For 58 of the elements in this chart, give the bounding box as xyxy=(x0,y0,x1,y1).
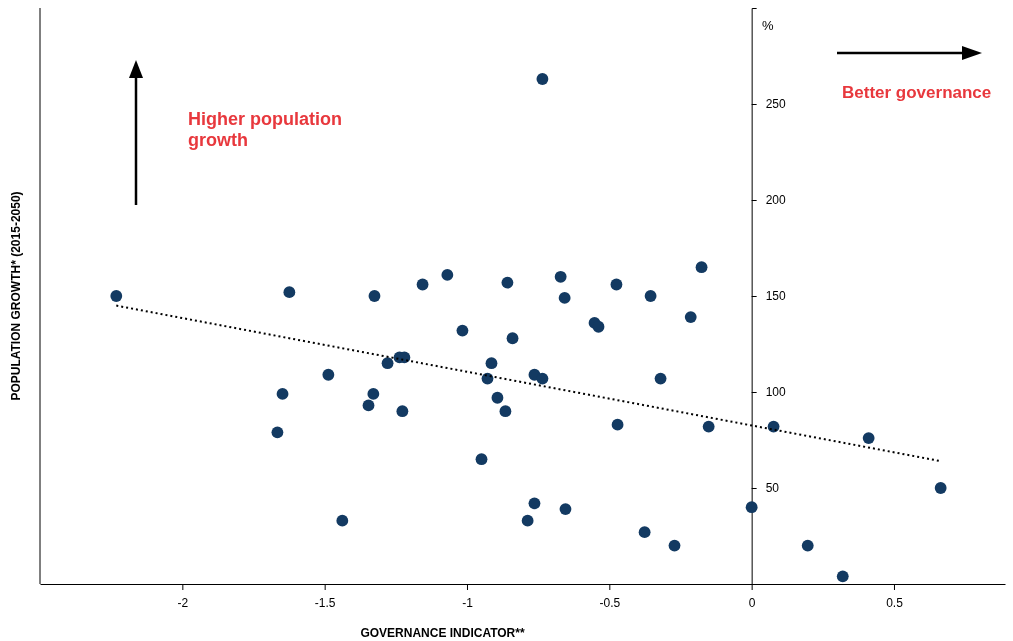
point xyxy=(416,278,429,291)
y-tick-label: 100 xyxy=(765,385,786,400)
x-tick-label: -0.5 xyxy=(599,596,621,611)
y-axis-title: POPULATION GROWTH* (2015-2050) xyxy=(9,191,23,401)
x-axis-title: GOVERNANCE INDICATOR** xyxy=(360,626,525,640)
point xyxy=(283,286,296,299)
point xyxy=(485,357,498,370)
point xyxy=(610,278,623,291)
point xyxy=(558,292,571,304)
point xyxy=(554,270,567,283)
point xyxy=(536,73,549,85)
y-tick-label: 200 xyxy=(765,193,786,208)
point xyxy=(862,432,875,444)
y-tick-label: 150 xyxy=(765,289,786,304)
x-tick-label: -1 xyxy=(462,596,474,611)
point xyxy=(368,290,381,302)
annotation: % xyxy=(762,18,774,33)
point xyxy=(536,372,549,385)
point xyxy=(367,388,380,400)
point xyxy=(559,503,572,516)
point xyxy=(644,290,657,302)
annotation: Higher population growth xyxy=(188,109,342,150)
point xyxy=(501,276,514,289)
point xyxy=(322,368,335,381)
x-tick-label: 0.5 xyxy=(886,596,904,611)
point xyxy=(499,405,512,418)
y-tick-label: 50 xyxy=(765,481,780,496)
point xyxy=(702,420,715,433)
point xyxy=(362,399,375,412)
point xyxy=(475,453,488,466)
point xyxy=(745,501,758,514)
x-tick-label: 0 xyxy=(748,596,756,611)
x-tick-label: -1.5 xyxy=(314,596,336,611)
point xyxy=(506,332,519,345)
point xyxy=(684,311,697,324)
y-tick-label: 250 xyxy=(765,97,786,112)
point xyxy=(396,405,409,418)
point xyxy=(276,388,289,400)
x-tick-label: -2 xyxy=(177,596,189,611)
point xyxy=(271,426,284,439)
point xyxy=(836,570,849,583)
point xyxy=(110,290,123,302)
point xyxy=(592,320,605,333)
annotation: Better governance xyxy=(842,83,992,102)
point xyxy=(381,357,394,370)
point xyxy=(441,268,454,281)
point xyxy=(521,514,534,527)
point xyxy=(695,261,708,274)
point xyxy=(528,497,541,510)
point xyxy=(611,418,624,431)
point xyxy=(491,391,504,404)
point xyxy=(934,482,947,494)
point xyxy=(456,324,469,337)
point xyxy=(668,539,681,552)
point xyxy=(638,526,651,539)
point xyxy=(336,514,349,527)
point xyxy=(801,539,814,552)
point xyxy=(654,372,667,385)
